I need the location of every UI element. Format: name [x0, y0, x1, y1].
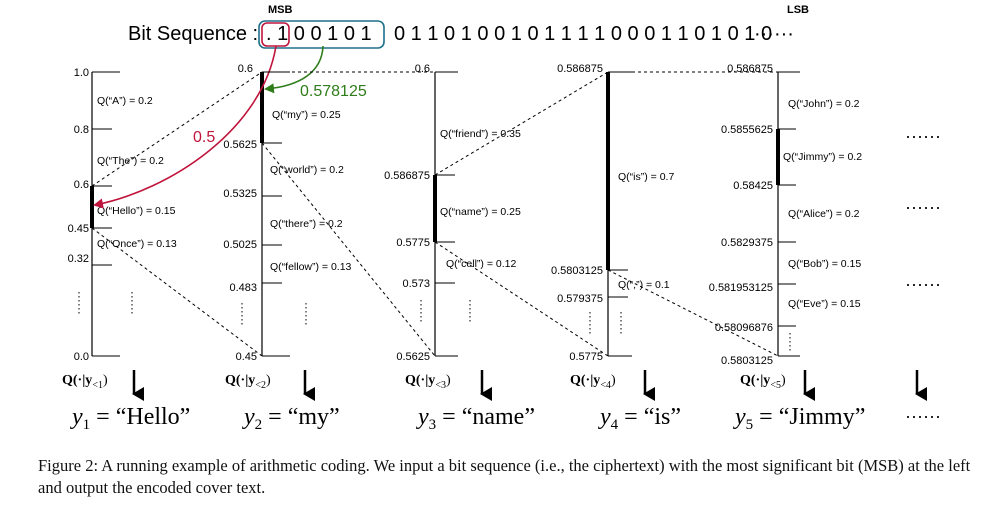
output-token: y3 = “name” — [416, 404, 535, 433]
bits-ellipsis: ······ — [754, 23, 794, 45]
horizontal-ellipsis: ······ — [905, 406, 941, 426]
column-4: 0.586875 0.5803125 0.579375 0.5775 Q(“is… — [551, 63, 681, 433]
bits-remaining: 0 1 1 0 1 0 0 1 0 1 1 1 1 0 0 0 1 1 0 1 … — [394, 23, 772, 45]
token-probability-label: Q(“Jimmy”) = 0.2 — [783, 151, 862, 163]
green-arrow-value: 0.578125 — [300, 83, 367, 100]
token-probability-label: Q(“Once”) = 0.13 — [97, 238, 177, 250]
bit-sequence-label: Bit Sequence : — [128, 23, 258, 45]
horizontal-ellipsis: ······ — [905, 126, 941, 146]
token-probability-label: Q(“cell”) = 0.12 — [446, 258, 516, 270]
column-2: 0.6 0.5625 0.5325 0.5025 0.483 0.45 Q(“m… — [223, 63, 351, 433]
tick-label: 0.573 — [402, 278, 430, 290]
dashed-connector — [434, 241, 609, 357]
tick-label: 0.581953125 — [709, 282, 773, 294]
green-arrow — [264, 45, 324, 94]
tick-label: 0.5625 — [223, 139, 257, 151]
token-probability-label: Q(“is”) = 0.7 — [618, 171, 674, 183]
token-probability-label: Q(“my”) = 0.25 — [272, 109, 341, 121]
first-bits-teal-box — [258, 20, 385, 49]
column-1: 1.0 0.8 0.6 0.45 0.32 0.0 Q(“A”) = 0.2 Q… — [62, 67, 190, 433]
red-arrow-value: 0.5 — [193, 129, 215, 146]
dashed-connector — [607, 269, 779, 357]
tick-label: 0.5775 — [396, 237, 430, 249]
bit-sequence-header: Bit Sequence : MSB LSB . 1 0 0 1 0 1 0 1… — [128, 4, 809, 49]
token-probability-label: Q(“A”) = 0.2 — [97, 95, 153, 107]
output-token: y4 = “is” — [598, 404, 681, 433]
tick-label: 0.586875 — [727, 63, 773, 75]
tick-label: 0.6 — [74, 179, 89, 191]
distribution-label: Q(·|y<3) — [405, 373, 451, 391]
tick-label: 0.5855625 — [721, 124, 773, 136]
tick-label: 0.58425 — [733, 180, 773, 192]
token-probability-label: Q(“The”) = 0.2 — [97, 155, 164, 167]
tick-label: 0.579375 — [557, 293, 603, 305]
distribution-label: Q(·|y<1) — [62, 373, 108, 391]
dashed-connector — [434, 71, 609, 176]
output-token: y2 = “my” — [242, 404, 340, 433]
token-probability-label: Q(“John”) = 0.2 — [788, 98, 860, 110]
tick-label: 0.58096876 — [715, 322, 773, 334]
tick-label: 0.5775 — [569, 351, 603, 363]
output-token: y1 = “Hello” — [70, 404, 190, 433]
trailing-ellipses: ······ ······ ······ ······ — [905, 126, 941, 426]
token-probability-label: Q(“Eve”) = 0.15 — [788, 298, 861, 310]
token-probability-label: Q(“friend”) = 0.35 — [440, 128, 521, 140]
token-probability-label: Q(“Alice”) = 0.2 — [788, 208, 860, 220]
tick-label: 0.586875 — [557, 63, 603, 75]
tick-label: 0.586875 — [384, 170, 430, 182]
lsb-label: LSB — [787, 4, 809, 16]
tick-label: 0.5803125 — [551, 265, 603, 277]
token-probability-label: Q(“world”) = 0.2 — [270, 164, 344, 176]
dashed-connector — [91, 71, 263, 187]
tick-label: 1.0 — [74, 67, 89, 79]
arithmetic-coding-diagram: Bit Sequence : MSB LSB . 1 0 0 1 0 1 0 1… — [62, 4, 941, 433]
tick-label: 0.5829375 — [721, 237, 773, 249]
tick-label: 0.5325 — [223, 188, 257, 200]
tick-label: 0.5625 — [396, 351, 430, 363]
output-token: y5 = “Jimmy” — [733, 404, 865, 433]
tick-label: 0.8 — [74, 124, 89, 136]
tick-label: 0.6 — [238, 63, 253, 75]
tick-label: 0.45 — [68, 223, 89, 235]
dashed-connector — [261, 142, 436, 357]
figure-caption: Figure 2: A running example of arithmeti… — [38, 456, 971, 497]
token-probability-label: Q(“,”) = 0.1 — [618, 279, 670, 291]
column-5: 0.586875 0.5855625 0.58425 0.5829375 0.5… — [709, 63, 866, 433]
msb-label: MSB — [268, 4, 293, 16]
token-probability-label: Q(“fellow”) = 0.13 — [270, 261, 352, 273]
distribution-label: Q(·|y<2) — [225, 373, 271, 391]
token-probability-label: Q(“there”) = 0.2 — [270, 218, 343, 230]
red-arrow — [93, 45, 277, 209]
horizontal-ellipsis: ······ — [905, 274, 941, 294]
token-probability-label: Q(“Hello”) = 0.15 — [97, 205, 176, 217]
tick-label: 0.6 — [415, 63, 430, 75]
column-3: 0.6 0.586875 0.5775 0.573 0.5625 Q(“frie… — [384, 63, 535, 433]
distribution-label: Q(·|y<5) — [740, 373, 786, 391]
tick-label: 0.0 — [74, 351, 89, 363]
tick-label: 0.483 — [229, 282, 257, 294]
tick-label: 0.45 — [236, 351, 257, 363]
distribution-label: Q(·|y<4) — [570, 373, 616, 391]
bits-first-group: . 1 0 0 1 0 1 — [266, 23, 372, 45]
token-probability-label: Q(“Bob”) = 0.15 — [788, 258, 861, 270]
horizontal-ellipsis: ······ — [905, 197, 941, 217]
tick-label: 0.5025 — [223, 239, 257, 251]
tick-label: 0.5803125 — [721, 355, 773, 367]
token-probability-label: Q(“name”) = 0.25 — [440, 206, 521, 218]
tick-label: 0.32 — [68, 253, 89, 265]
